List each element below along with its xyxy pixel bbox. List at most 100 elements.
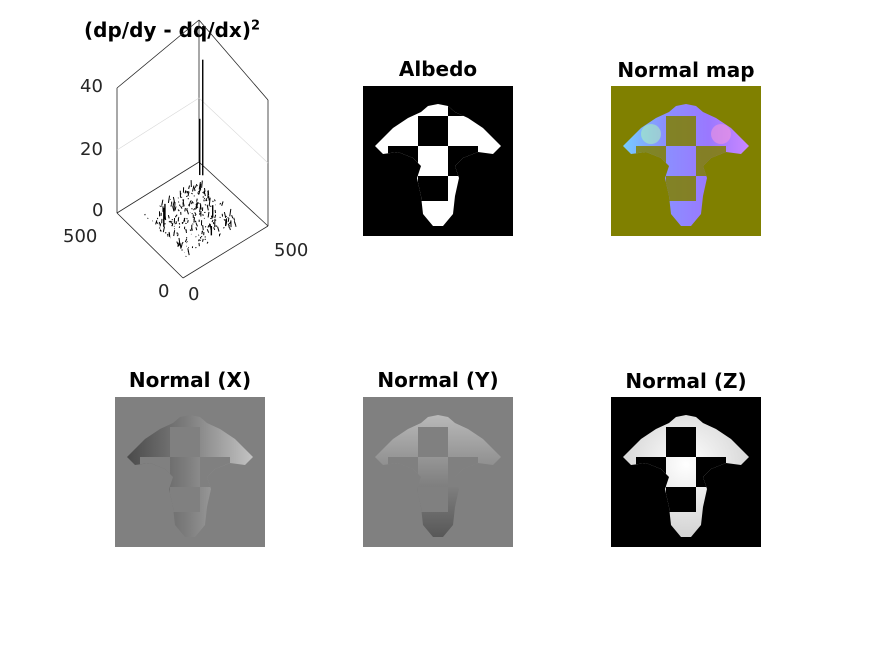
xtick-500: 500 <box>274 240 309 261</box>
gridline-z20-left <box>116 97 200 151</box>
surface-noise-mark <box>185 228 187 234</box>
normal-map-image <box>611 86 761 236</box>
surface-noise-mark <box>206 204 209 211</box>
normal-map-title: Normal map <box>617 58 755 82</box>
surface-noise-mark <box>176 241 179 245</box>
surface-noise-mark <box>161 199 164 206</box>
surface-noise-mark <box>233 217 236 221</box>
surface-noise-mark <box>194 183 198 188</box>
surface-noise-mark <box>181 241 184 245</box>
surface-noise-mark <box>182 205 184 208</box>
surface-noise-mark <box>174 216 177 218</box>
surface-noise-mark <box>193 217 195 223</box>
ytick-0: 0 <box>158 281 170 302</box>
surface-noise-mark <box>208 197 211 207</box>
surface-noise-mark <box>233 221 237 226</box>
surface-noise-mark <box>183 217 186 222</box>
surface-noise-mark <box>182 199 185 205</box>
surface-noise-mark <box>194 220 197 223</box>
surface-noise-mark <box>180 205 183 209</box>
surface-noise-mark <box>219 202 222 205</box>
surface-noise-mark <box>197 201 199 204</box>
surface-noise-mark <box>191 192 193 195</box>
surface-noise-mark <box>196 198 198 202</box>
surface-noise-mark <box>187 219 189 223</box>
surface-noise-mark <box>228 221 232 225</box>
surface-noise-mark <box>167 235 169 237</box>
surface-noise-mark <box>217 226 220 232</box>
surface-noise-mark <box>195 222 198 227</box>
surface-noise-mark <box>223 226 225 229</box>
surface-noise-mark <box>201 180 203 188</box>
surface-noise-mark <box>195 207 198 210</box>
surface-noise-mark <box>231 215 234 219</box>
surface-noise-mark <box>195 227 198 231</box>
surface-noise-mark <box>207 190 209 197</box>
ztick-20: 20 <box>80 139 103 160</box>
axis-edge-bottom-right <box>198 161 269 227</box>
surface-noise-mark <box>198 181 201 190</box>
surface-noise-mark <box>187 191 190 197</box>
surface-noise-mark <box>155 221 159 224</box>
normal-z-image <box>611 397 761 547</box>
surface-noise-mark <box>214 214 217 219</box>
axis-edge-bottom-left <box>116 161 200 214</box>
surface-noise-mark <box>227 217 230 222</box>
surface-noise-mark <box>206 228 210 233</box>
surface-noise-mark <box>186 208 188 211</box>
surface-noise-mark <box>207 225 210 228</box>
surface-noise-mark <box>213 199 216 202</box>
surface-noise-mark <box>212 200 214 203</box>
surface-noise-mark <box>187 250 190 252</box>
surface-noise-mark <box>202 224 204 231</box>
surface-noise-mark <box>169 220 173 224</box>
axis-edge-front-right <box>182 225 269 279</box>
surface-noise-mark <box>198 239 200 242</box>
surface-noise-mark <box>203 190 206 197</box>
surface-noise-mark <box>186 218 188 220</box>
surface-noise-mark <box>211 219 214 223</box>
surface-noise-mark <box>204 204 207 206</box>
surface-noise-mark <box>173 230 176 237</box>
surface-noise-mark <box>172 196 175 203</box>
axis-edge-top-left <box>116 19 200 89</box>
surface-noise-mark <box>178 242 181 247</box>
surface-noise-mark <box>202 214 204 216</box>
surface-noise-mark <box>197 190 200 193</box>
surface-noise-mark <box>178 216 180 219</box>
curl-plot-title: (dp/dy - dq/dx)2 <box>84 18 260 42</box>
surface-noise-mark <box>174 206 177 211</box>
surface-noise-mark <box>223 211 227 218</box>
surface-noise-mark <box>186 190 189 194</box>
surface-noise-mark <box>147 217 149 220</box>
surface-noise-mark <box>193 187 196 192</box>
albedo-image <box>363 86 513 236</box>
ztick-40: 40 <box>80 76 103 97</box>
surface-noise-mark <box>184 207 186 212</box>
surface-noise-mark <box>202 191 204 194</box>
curl-title-text: (dp/dy - dq/dx) <box>84 18 251 42</box>
axis-edge-top-right <box>198 19 269 101</box>
surface-noise-mark <box>192 202 194 204</box>
surface-noise-mark <box>229 208 232 217</box>
ztick-0: 0 <box>92 200 104 221</box>
surface-noise-mark <box>202 238 204 242</box>
surface-noise-mark <box>194 214 197 216</box>
surface-noise-mark <box>200 235 203 238</box>
surface-noise-mark <box>184 238 188 243</box>
surface-noise-mark <box>193 208 196 211</box>
surface-noise-mark <box>221 201 224 206</box>
surface-noise-mark <box>179 243 182 249</box>
normal-z-title: Normal (Z) <box>625 369 747 393</box>
normal-x-title: Normal (X) <box>128 368 252 392</box>
curl-title-exponent: 2 <box>250 18 260 34</box>
surface-noise-mark <box>195 202 198 209</box>
surface-noise-mark <box>199 204 202 213</box>
surface-noise-mark <box>176 234 179 237</box>
surface-noise-mark <box>167 214 170 219</box>
surface-noise-mark <box>194 212 197 216</box>
surface-noise-mark <box>159 229 162 232</box>
surface-noise-mark <box>203 197 206 200</box>
surface-noise-mark <box>155 220 158 225</box>
surface-noise-mark <box>178 222 181 225</box>
